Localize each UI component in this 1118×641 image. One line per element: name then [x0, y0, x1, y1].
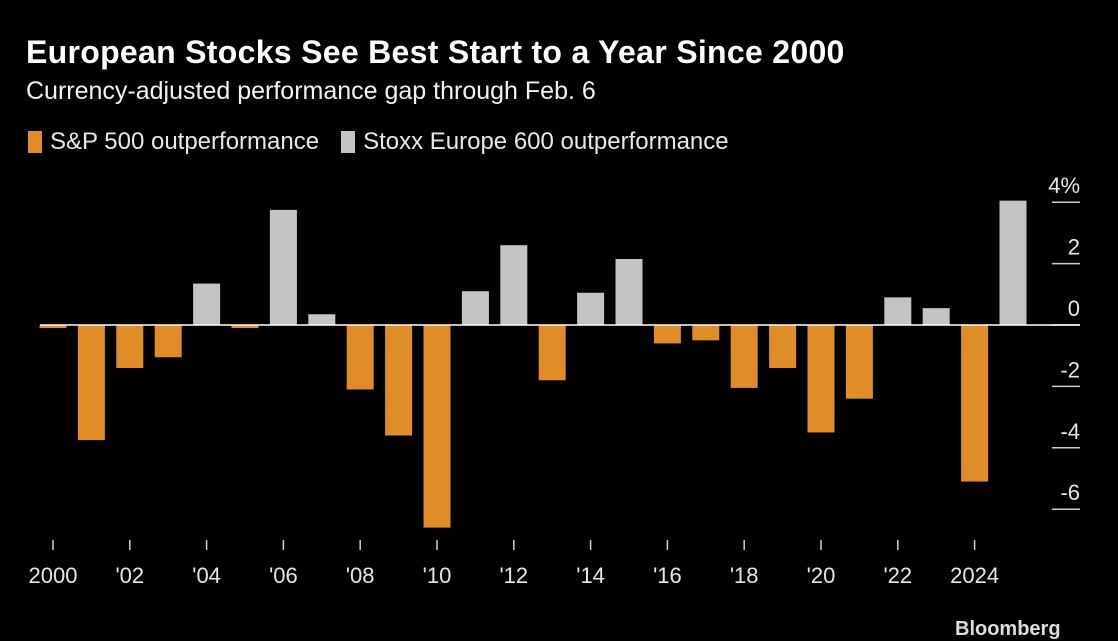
x-tick-label: 2024: [950, 563, 999, 588]
x-tick-label: '22: [883, 563, 912, 588]
bar-2023: [922, 308, 950, 325]
bar-2017: [692, 325, 720, 341]
bar-2012: [500, 245, 528, 325]
bar-chart: 4% 2 0 -2 -4 -6 2000 '02 '04 '06 '08 '10 '12 '14 '16 '1…: [29, 173, 1080, 588]
bar-2009: [385, 325, 413, 436]
bar-2010: [423, 325, 451, 528]
bar-2024: [961, 325, 989, 482]
x-tick-label: '14: [576, 563, 605, 588]
bar-2015: [615, 258, 643, 325]
legend-item-stoxx600: Stoxx Europe 600 outperformance: [341, 128, 729, 156]
x-tick-label: '04: [192, 563, 221, 588]
bar-2008: [346, 325, 374, 390]
chart-subtitle: Currency-adjusted performance gap throug…: [26, 77, 596, 105]
y-tick-label: 2: [1068, 235, 1080, 260]
legend: S&P 500 outperformance Stoxx Europe 600 …: [28, 128, 751, 156]
x-tick-label: '20: [807, 563, 836, 588]
legend-item-sp500: S&P 500 outperformance: [28, 128, 319, 156]
bar-2002: [116, 325, 144, 368]
bar-2011: [461, 291, 489, 325]
x-tick-label: '02: [115, 563, 144, 588]
y-tick-label: -4: [1060, 419, 1080, 444]
y-tick-label: 4%: [1048, 173, 1080, 198]
legend-label-sp500: S&P 500 outperformance: [50, 128, 320, 155]
y-tick-label: 0: [1068, 296, 1080, 321]
x-tick-label: 2000: [29, 563, 78, 588]
legend-swatch-stoxx600: [341, 131, 356, 153]
x-tick-label: '18: [730, 563, 759, 588]
bar-2022: [884, 297, 912, 325]
y-tick-label: -2: [1060, 357, 1080, 382]
bar-2004: [193, 283, 221, 325]
bar-2005: [231, 325, 259, 329]
legend-swatch-sp500: [28, 131, 42, 153]
bar-2021: [845, 325, 873, 399]
bar-2025: [999, 200, 1027, 325]
bar-2016: [653, 325, 681, 344]
bar-2013: [538, 325, 566, 381]
y-tick-label: -6: [1060, 480, 1080, 505]
chart-title: European Stocks See Best Start to a Year…: [26, 34, 845, 70]
bar-2006: [269, 209, 297, 325]
x-tick-label: '10: [423, 563, 452, 588]
x-tick-label: '12: [499, 563, 528, 588]
source-credit: Bloomberg: [955, 618, 1061, 640]
bar-2003: [154, 325, 182, 358]
bar-2020: [807, 325, 835, 433]
x-tick-label: '16: [653, 563, 682, 588]
bar-2007: [308, 314, 336, 325]
bar-2018: [730, 325, 758, 388]
bar-2019: [769, 325, 797, 368]
x-tick-label: '08: [346, 563, 375, 588]
x-tick-label: '06: [269, 563, 298, 588]
legend-label-stoxx600: Stoxx Europe 600 outperformance: [363, 128, 729, 155]
bar-2001: [77, 325, 105, 441]
bar-2000: [39, 325, 67, 329]
bar-2014: [577, 292, 605, 325]
